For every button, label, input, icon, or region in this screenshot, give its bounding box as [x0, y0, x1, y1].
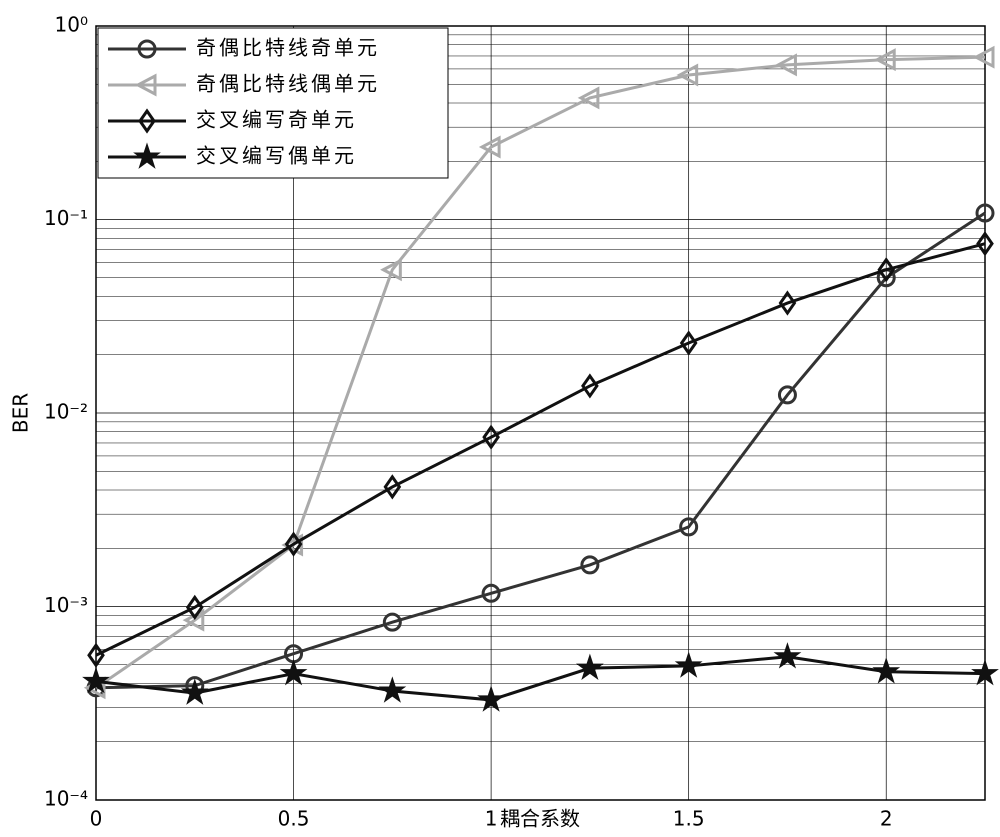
marker [383, 474, 402, 500]
marker [580, 555, 600, 575]
marker [378, 676, 407, 703]
marker [82, 666, 110, 694]
legend-label: 交叉编写偶单元 [196, 144, 357, 168]
marker [137, 39, 157, 59]
series-line [95, 655, 986, 702]
plot-frame [95, 25, 986, 801]
marker [877, 257, 896, 283]
series-line [95, 211, 986, 690]
x-tick-label: 2 [880, 807, 893, 831]
marker [581, 373, 599, 399]
y-tick-label: 10⁻² [44, 400, 88, 424]
marker [971, 658, 999, 686]
y-tick-label: 10⁻⁴ [44, 787, 88, 811]
marker [482, 424, 500, 450]
marker [478, 135, 501, 159]
marker [380, 258, 402, 282]
marker [134, 73, 157, 97]
marker [775, 53, 797, 77]
marker [975, 203, 995, 223]
y-axis-label: BER [9, 393, 33, 433]
marker [180, 678, 209, 705]
marker [382, 612, 402, 632]
legend-label: 交叉编写奇单元 [196, 108, 357, 132]
marker [133, 142, 161, 169]
marker [778, 290, 797, 316]
x-axis-label: 耦合系数 [500, 807, 580, 831]
marker [279, 658, 308, 686]
marker [679, 517, 699, 537]
marker [674, 651, 703, 678]
legend-label: 奇偶比特线奇单元 [196, 36, 380, 60]
series-line [95, 55, 986, 690]
x-tick-label: 1.5 [673, 807, 705, 831]
marker [87, 642, 105, 668]
marker [872, 657, 901, 684]
x-tick-label: 1 [485, 807, 498, 831]
marker [679, 330, 698, 356]
marker [676, 63, 699, 87]
marker [185, 594, 204, 620]
legend-label: 奇偶比特线偶单元 [196, 72, 380, 96]
x-tick-label: 0 [90, 807, 103, 831]
marker [477, 685, 505, 712]
marker [777, 385, 797, 405]
marker [972, 45, 995, 69]
marker [976, 231, 994, 257]
y-tick-label: 10⁰ [55, 13, 88, 37]
y-tick-label: 10⁻³ [44, 593, 88, 617]
marker [576, 653, 604, 680]
marker [874, 48, 896, 72]
marker [577, 86, 600, 110]
y-tick-label: 10⁻¹ [44, 206, 88, 230]
marker [284, 531, 303, 557]
marker [481, 583, 501, 603]
x-tick-label: 0.5 [278, 807, 310, 831]
series-line [95, 242, 986, 657]
marker [773, 642, 802, 669]
marker [138, 108, 156, 134]
